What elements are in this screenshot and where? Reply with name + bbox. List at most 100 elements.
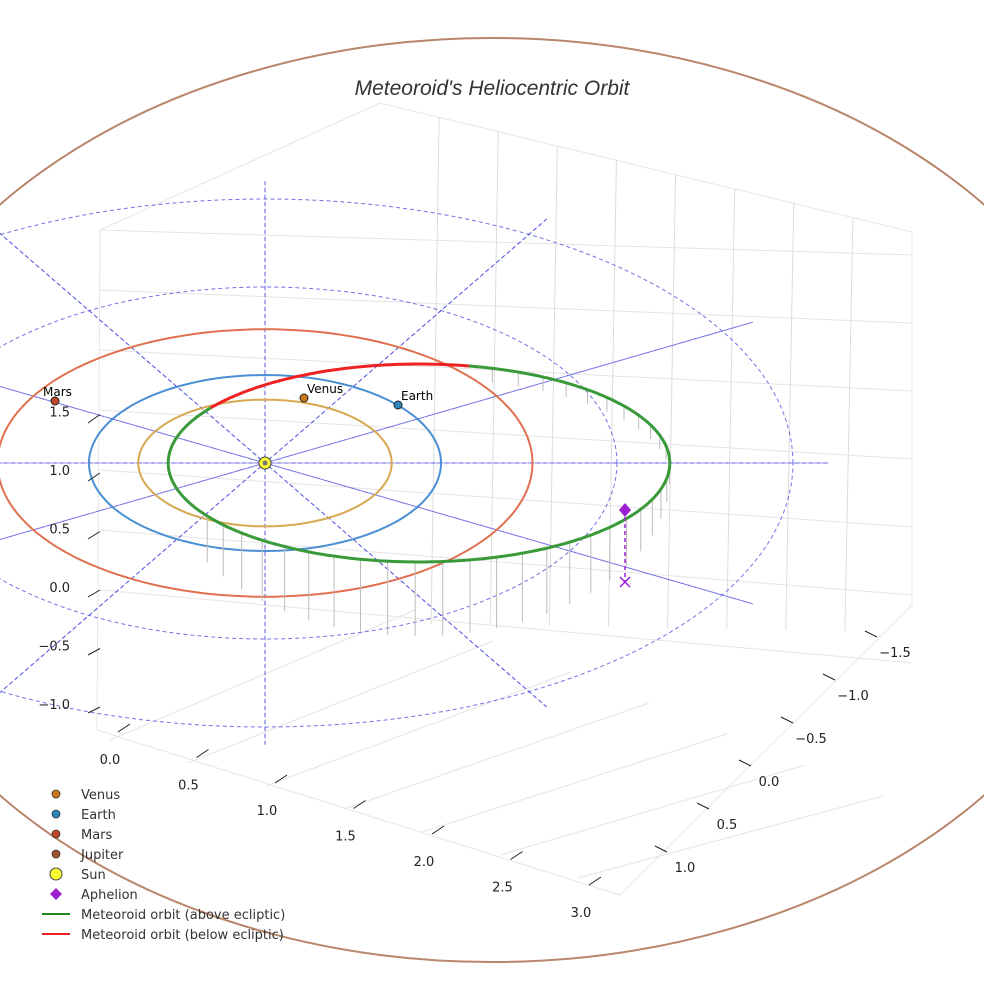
x-tick-label: 2.5 xyxy=(492,881,513,896)
grid-line xyxy=(499,764,806,856)
x-tick xyxy=(117,723,131,733)
z-tick-label: 0.5 xyxy=(49,523,70,538)
marker-mars xyxy=(50,396,60,406)
orbit-venus xyxy=(137,398,393,528)
grid-line xyxy=(99,589,913,664)
axes-box xyxy=(96,102,913,896)
box-edge xyxy=(379,102,913,233)
orbit-drop-lines xyxy=(206,368,671,636)
x-tick xyxy=(431,825,445,835)
orbit-earth xyxy=(87,373,443,553)
aphelion-marker xyxy=(619,503,631,517)
x-tick xyxy=(274,774,288,784)
x-tick xyxy=(510,851,523,860)
z-tick-label: 1.5 xyxy=(49,406,70,421)
y-tick xyxy=(822,673,836,681)
y-tick-label: 0.5 xyxy=(717,818,738,833)
y-tick xyxy=(864,630,878,638)
x-tick-label: 1.5 xyxy=(335,830,356,845)
axis-ticks: −1.0 −0.5 0.0 0.5 1.0 1.5 0.0 0.5 1.0 1.5 2.0 2.5 3.… xyxy=(38,406,910,922)
box-edge xyxy=(96,229,101,731)
y-tick-label: −1.5 xyxy=(879,646,911,661)
grid-line xyxy=(844,217,854,632)
grid-line xyxy=(99,409,913,460)
box-edge xyxy=(99,102,381,231)
legend-swatch xyxy=(51,809,61,819)
y-tick-label: 1.0 xyxy=(675,861,696,876)
legend-label: Meteoroid orbit (above ecliptic) xyxy=(81,908,285,923)
grid-line xyxy=(265,671,572,787)
x-tick xyxy=(588,876,602,886)
x-tick xyxy=(196,749,209,758)
z-tick-label: 0.0 xyxy=(49,581,70,596)
grid-line xyxy=(421,733,728,833)
z-tick xyxy=(87,589,101,598)
legend-label: Sun xyxy=(81,868,106,883)
legend-swatch xyxy=(49,867,63,881)
grid-line xyxy=(548,145,558,627)
marker-earth xyxy=(393,400,403,410)
x-tick-label: 2.0 xyxy=(414,855,435,870)
x-tick-label: 0.5 xyxy=(178,779,199,794)
grid-line xyxy=(99,529,913,596)
grid-line xyxy=(726,188,736,630)
y-tick-label: −0.5 xyxy=(795,732,827,747)
grid-line xyxy=(99,229,913,256)
meteoroid-orbit xyxy=(166,362,672,564)
chart-title: Meteoroid's Heliocentric Orbit xyxy=(355,77,631,100)
z-tick xyxy=(87,706,101,714)
grid-line xyxy=(577,795,884,879)
y-tick xyxy=(738,759,752,767)
reference-grid xyxy=(0,181,829,745)
x-tick-label: 3.0 xyxy=(571,906,592,921)
y-tick-label: 0.0 xyxy=(759,775,780,790)
legend-label: Mars xyxy=(81,828,113,843)
legend-swatch xyxy=(50,888,62,900)
z-tick xyxy=(87,472,101,482)
legend: Venus Earth Mars Jupiter Sun Aphelion Meteoroi… xyxy=(42,788,285,943)
marker-sun-core xyxy=(262,460,268,466)
aphelion-projection xyxy=(619,576,631,588)
box-edge xyxy=(96,729,621,896)
legend-label: Jupiter xyxy=(80,848,124,863)
grid-line xyxy=(187,640,494,764)
grid-line xyxy=(667,174,677,629)
z-tick-label: −1.0 xyxy=(38,698,70,713)
marker-venus xyxy=(299,393,309,403)
box-edge xyxy=(619,604,913,896)
legend-label: Meteoroid orbit (below ecliptic) xyxy=(81,928,284,943)
grid-line xyxy=(489,131,499,626)
orbit-jupiter xyxy=(0,37,984,963)
legend-swatch xyxy=(51,829,61,839)
label-mars: Mars xyxy=(43,385,72,399)
orbit-mars xyxy=(0,328,534,598)
y-tick xyxy=(780,716,794,724)
z-tick xyxy=(87,414,101,424)
legend-swatch xyxy=(51,849,61,859)
x-tick-label: 1.0 xyxy=(257,804,278,819)
meteoroid-orbit-below xyxy=(210,362,470,410)
z-tick xyxy=(87,531,101,540)
y-tick xyxy=(696,802,710,810)
z-tick xyxy=(87,648,101,656)
grid-line xyxy=(343,702,650,810)
z-tick-label: 1.0 xyxy=(49,464,70,479)
x-tick xyxy=(353,800,366,809)
legend-label: Venus xyxy=(81,788,120,803)
grid-line xyxy=(99,469,913,528)
grid-line xyxy=(99,289,913,324)
y-tick-label: −1.0 xyxy=(837,689,869,704)
label-earth: Earth xyxy=(401,389,433,403)
grid-line xyxy=(109,609,416,741)
legend-label: Aphelion xyxy=(81,888,138,903)
legend-label: Earth xyxy=(81,808,116,823)
planet-orbits xyxy=(0,37,984,963)
label-venus: Venus xyxy=(307,382,343,396)
y-tick xyxy=(654,845,668,853)
meteoroid-orbit-above xyxy=(166,364,672,564)
grid-line xyxy=(785,203,795,631)
grid-line xyxy=(430,117,440,625)
x-tick-label: 0.0 xyxy=(100,753,121,768)
legend-swatch xyxy=(51,789,61,799)
